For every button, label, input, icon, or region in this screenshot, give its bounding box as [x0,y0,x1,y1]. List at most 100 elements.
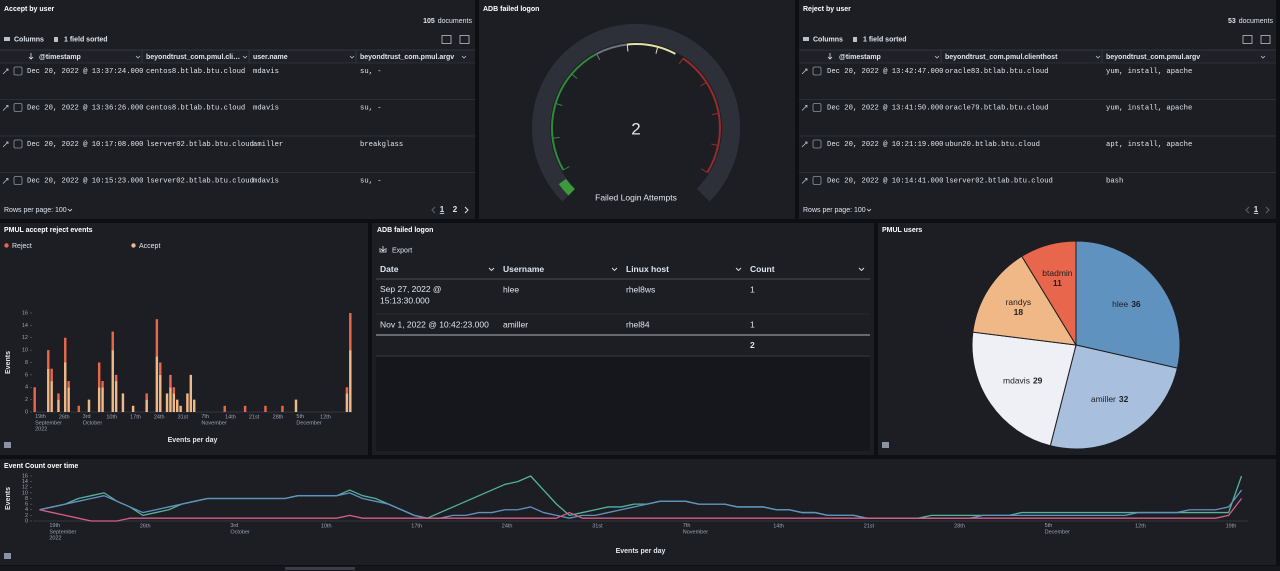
columns-button[interactable]: Columns [14,36,44,43]
table-cell: apt, install, apache [1106,141,1192,149]
table-cell: yum, install, apache [1106,104,1192,112]
bar [50,381,52,412]
table-cell: Dec 20, 2022 @ 13:36:26.000 [27,104,143,112]
bar [112,332,114,351]
legend-toggle[interactable] [882,442,889,448]
y-tick-label: 14 [22,479,28,485]
pie-label: hlee36 [1112,299,1141,309]
y-tick-label: 14 [22,323,28,329]
x-tick-label: 17th [411,523,422,529]
y-tick-label: 8 [25,496,28,502]
bar [169,387,171,412]
legend-marker [131,243,135,247]
page-number[interactable]: 2 [453,205,458,214]
rows-per-page[interactable]: Rows per page: 100 [4,207,67,214]
table-cell: lserver02.btlab.btu.cloud [146,141,254,149]
pie-label-name: mdavis [1003,376,1030,386]
y-tick-label: 6 [25,502,28,508]
x-tick-label: 26th [140,523,151,529]
x-tick-label: 24th [154,414,165,420]
count-value: 53 [1228,18,1236,25]
panel-title: PMUL users [882,227,922,234]
x-tick-label: 28th [273,414,284,420]
bar [101,387,103,412]
pie-label-value: 11 [1053,278,1062,288]
table-cell: mdavis [253,68,279,76]
bar [264,406,266,412]
empty-area [376,357,870,451]
rows-per-page[interactable]: Rows per page: 100 [803,207,866,214]
legend-toggle[interactable] [4,553,11,559]
bar [47,350,49,369]
panel-title: Accept by user [4,6,54,13]
columns-button[interactable]: Columns [813,36,843,43]
pie-label-value: 36 [1131,299,1141,309]
x-tick-label: 31st [592,523,603,529]
bar [112,350,114,412]
table-cell: rhel84 [626,319,650,329]
table-cell: lserver02.btlab.btu.cloud [945,177,1053,185]
x-tick-label: 14th [773,523,784,529]
column-header[interactable]: Count [750,264,775,274]
y-tick-label: 10 [22,348,28,354]
x-tick-label: 10th [106,414,117,420]
x-tick-label: 12th [1135,523,1146,529]
bar [156,356,158,412]
table-cell: oracle83.btlab.btu.cloud [945,68,1049,76]
bar [78,406,80,412]
bar [346,393,348,412]
columns-icon [803,37,809,41]
column-header: beyondtrust_com.pmul.argv [360,54,454,61]
bar [64,338,66,363]
legend-toggle[interactable] [4,442,11,448]
page-number[interactable]: 1 [1254,205,1259,214]
table-cell: rhel8ws [626,284,655,294]
y-tick-label: 4 [25,507,28,513]
table-total: 2 [750,340,755,350]
y-tick-label: 6 [25,372,28,378]
panel-title: Reject by user [803,6,851,13]
table-cell: Dec 20, 2022 @ 10:21:19.000 [827,141,943,149]
export-button[interactable]: Export [392,247,412,254]
x-tick-label: 21st [864,523,875,529]
x-tick-label: 14th [225,414,236,420]
bar [33,387,35,412]
bar [67,381,69,387]
table-cell: Dec 20, 2022 @ 10:14:41.000 [827,177,943,185]
column-header: user.name [253,54,288,61]
legend-marker [4,243,8,247]
bar [67,387,69,412]
bar [244,406,246,412]
sort-button[interactable]: 1 field sorted [64,36,108,43]
table-cell: 1 [750,319,755,329]
table-cell: su, - [360,104,382,112]
bar [101,381,103,387]
pie-label-name: btadmin [1042,268,1073,278]
bar [173,393,175,412]
legend-label[interactable]: Reject [12,243,32,250]
x-tick-label: 26th [59,414,70,420]
sort-button[interactable]: 1 field sorted [863,36,907,43]
sort-icon [54,37,58,42]
legend-label[interactable]: Accept [139,243,160,250]
y-tick-label: 0 [25,518,28,524]
bar [98,387,100,412]
page-number[interactable]: 1 [440,205,445,214]
column-header[interactable]: Date [380,264,399,274]
bar [349,350,351,412]
bar [98,363,100,388]
bar [176,400,178,412]
y-tick-label: 0 [25,409,28,415]
bar [64,363,66,413]
y-tick-label: 12 [22,485,28,491]
y-tick-label: 2 [25,397,28,403]
pie-label-name: amiller [1091,394,1116,404]
columns-icon [4,37,10,41]
scroll-thumb [285,567,355,570]
document-count: 53documents [1228,18,1274,25]
y-axis-label: Events [5,487,12,510]
column-header[interactable]: Username [503,264,544,274]
column-header[interactable]: Linux host [626,264,669,274]
pie-label-name: randys [1006,297,1032,307]
table-cell: Dec 20, 2022 @ 10:17:08.000 [27,141,143,149]
